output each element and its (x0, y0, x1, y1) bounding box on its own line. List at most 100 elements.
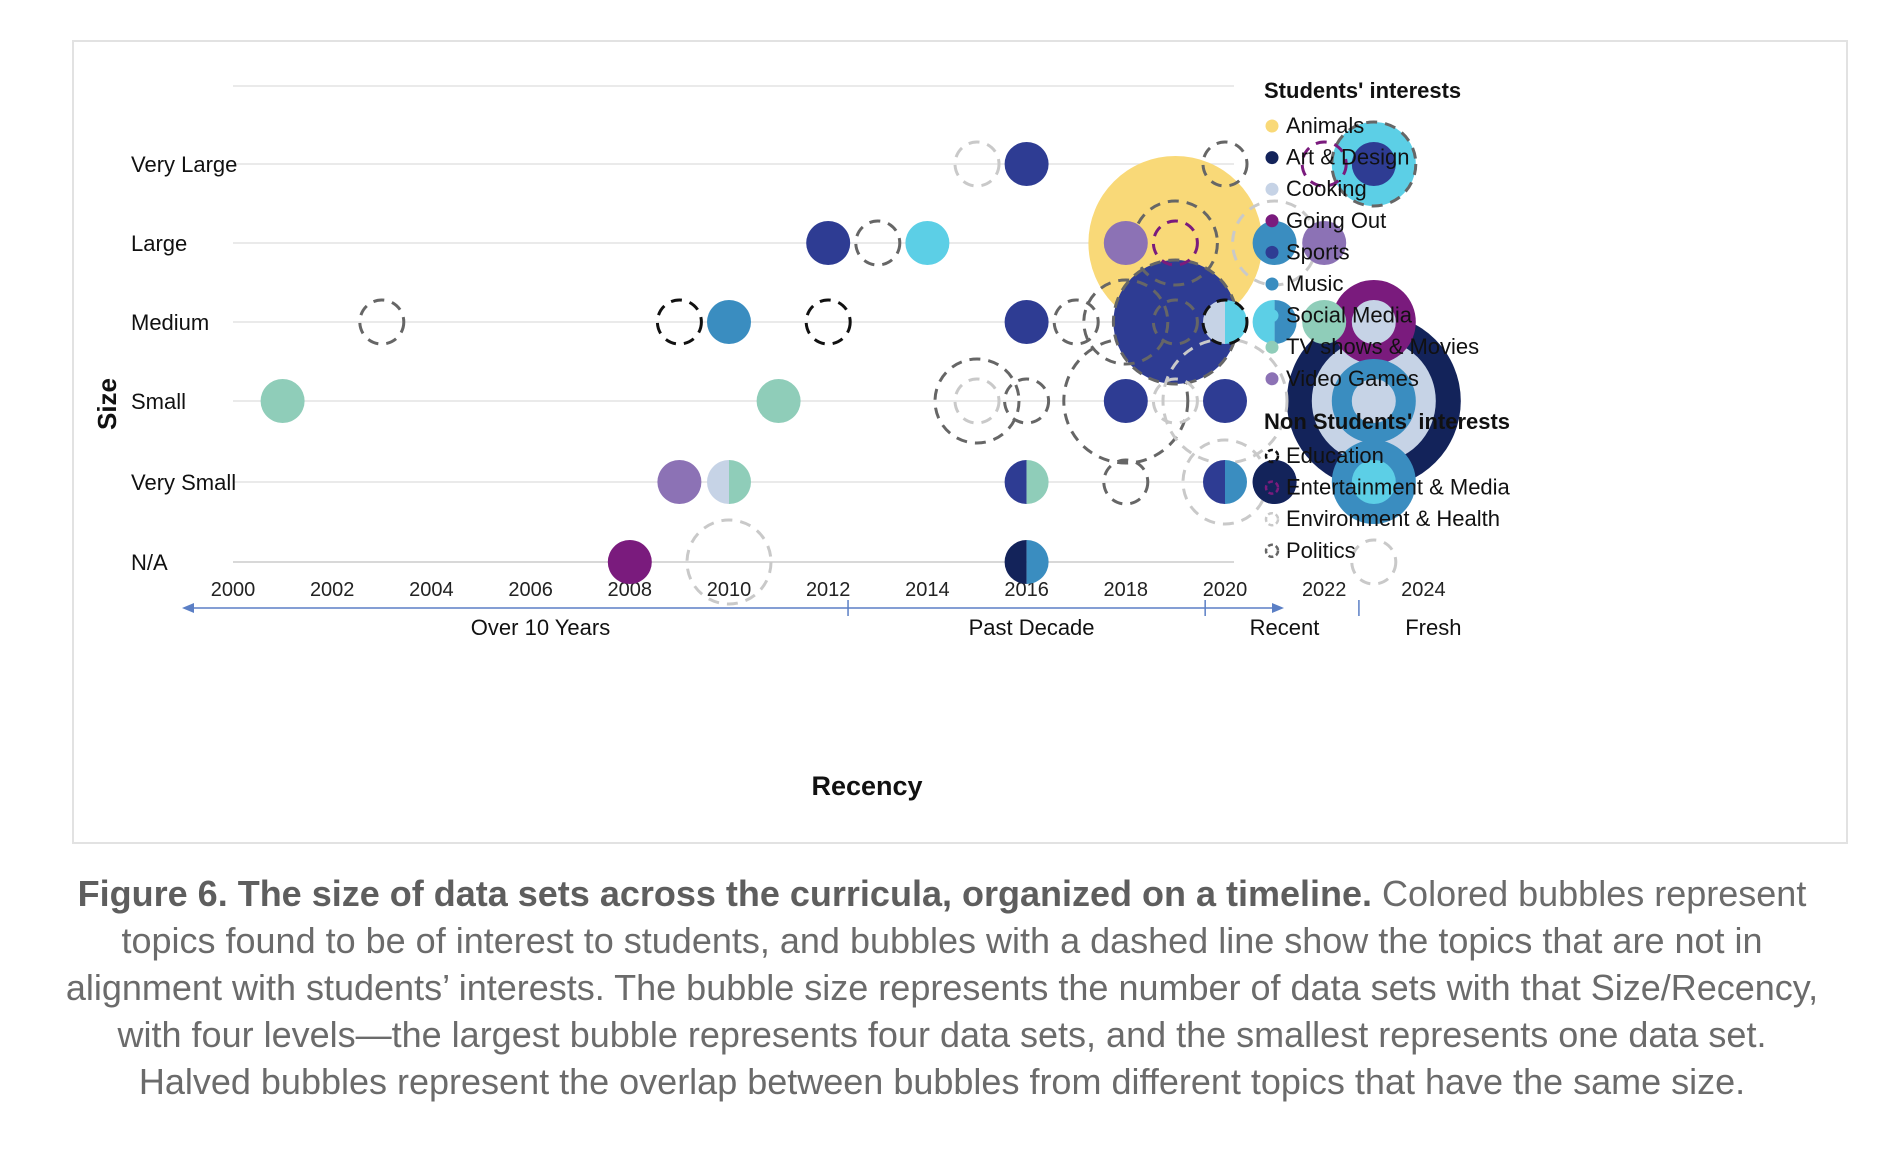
bubble-cooking-tv-shows-movies-2010-very-small-right (729, 460, 751, 504)
x-tick-2018: 2018 (1104, 579, 1149, 601)
legend: Students' interests Animals Art & Design Co… (1264, 78, 1511, 563)
band-over-10-years: Over 10 Years (471, 615, 610, 640)
bubble-sports-music-2020-very-small-left (1203, 460, 1225, 504)
legend-swatch-cooking (1265, 182, 1279, 196)
bubble-music-2021-large (1252, 221, 1297, 265)
bubble-cooking-social-media-2020-medium-right (1225, 300, 1247, 344)
bubble-education-2009-medium (655, 298, 703, 346)
bubble-sports-music-2020-very-small-right (1225, 460, 1247, 504)
recency-arrow-left (182, 603, 194, 613)
bubble-politics-2020-very-large (1201, 140, 1249, 188)
legend-swatch-education (1264, 448, 1280, 464)
legend-swatch-tv-shows-movies (1265, 340, 1279, 354)
bubble-cooking-social-media-2020-medium (1203, 300, 1247, 344)
bubble-cooking-social-media-2020-medium-left (1203, 300, 1225, 344)
x-tick-2014: 2014 (905, 579, 950, 601)
legend-label-entertainment-media: Entertainment & Media (1286, 475, 1511, 500)
bubble-sports-2020-small (1203, 379, 1247, 423)
bubble-tv-shows-movies-2011-small (756, 379, 801, 423)
bubble-social-media-music-2021-medium-right (1274, 300, 1297, 344)
bubble-art-design-2021-very-small (1252, 460, 1297, 504)
legend-label-tv-shows-movies: TV shows & Movies (1286, 334, 1479, 359)
legend-label-education: Education (1286, 443, 1384, 468)
bubble-entertainment-media-2022-very-large (1300, 140, 1348, 188)
legend-label-video-games: Video Games (1286, 366, 1419, 391)
x-tick-2022: 2022 (1302, 579, 1347, 601)
x-tick-labels: 2000 2002 2004 2006 2008 2010 2012 2014 2016 2018… (211, 579, 1446, 601)
y-tick-medium: Medium (131, 310, 209, 335)
legend-swatch-going-out (1265, 214, 1279, 228)
bubble-sports-2019-medium (1113, 260, 1238, 384)
bubble-social-media-2023-very-small (1351, 460, 1396, 504)
legend-swatch-sports (1265, 245, 1279, 259)
bubble-environment-health-2010-n-a (685, 518, 773, 606)
x-tick-2002: 2002 (310, 579, 355, 601)
bubble-environment-health-2023-n-a (1350, 538, 1398, 586)
band-fresh: Fresh (1405, 615, 1461, 640)
bubble-cooking-2023-medium (1351, 300, 1396, 344)
bubble-politics-2019-large (1131, 199, 1219, 287)
bubble-art-design-music-2016-n-a-left (1004, 540, 1027, 584)
x-tick-2010: 2010 (707, 579, 752, 601)
bubble-music-2010-medium (707, 300, 751, 344)
legend-swatch-art-design (1265, 151, 1279, 165)
legend-swatch-social-media (1265, 309, 1279, 323)
bubble-cooking-tv-shows-movies-2010-very-small-left (707, 460, 729, 504)
bubble-politics-2017-medium (1052, 298, 1100, 346)
bubble-sports-2018-small (1103, 379, 1148, 423)
recency-arrow-right (1272, 603, 1284, 613)
legend-swatch-music (1265, 277, 1279, 291)
bubble-politics-2023-very-large (1330, 120, 1418, 208)
x-tick-2000: 2000 (211, 579, 256, 601)
x-tick-2020: 2020 (1203, 579, 1248, 601)
legend-label-environment-health: Environment & Health (1286, 506, 1500, 531)
y-tick-n-a: N/A (131, 550, 168, 575)
bubble-tv-shows-movies-2022-medium (1302, 300, 1347, 344)
bubble-sports-music-2020-very-small (1203, 460, 1247, 504)
bubble-sports-tv-shows-movies-2016-very-small-right (1026, 460, 1049, 504)
band-recent: Recent (1250, 615, 1320, 640)
x-tick-2024: 2024 (1401, 579, 1446, 601)
bubble-art-design-music-2016-n-a-right (1026, 540, 1049, 584)
legend-label-politics: Politics (1286, 538, 1356, 563)
legend-label-cooking: Cooking (1286, 176, 1367, 201)
band-past-decade: Past Decade (969, 615, 1095, 640)
bubble-environment-health-2019-small (1151, 377, 1199, 425)
bubble-education-2020-medium (1201, 298, 1249, 346)
bubble-sports-tv-shows-movies-2016-very-small-left (1004, 460, 1027, 504)
legend-label-music: Music (1286, 271, 1343, 296)
legend-title-students: Students' interests (1264, 78, 1461, 103)
bubble-environment-health-2015-small (953, 377, 1001, 425)
x-tick-2006: 2006 (508, 579, 552, 601)
bubble-politics-2013-large (854, 219, 902, 267)
bubble-sports-2023-very-large (1351, 142, 1396, 186)
bubble-politics-2016-small (1003, 377, 1051, 425)
bubble-politics-2003-medium (358, 298, 406, 346)
bubble-art-design-music-2016-n-a (1004, 540, 1049, 584)
bubble-cooking-2023-small (1351, 379, 1396, 423)
bubble-sports-2016-medium (1004, 300, 1049, 344)
y-tick-very-large: Very Large (131, 152, 237, 177)
bubble-tv-shows-movies-2001-small (260, 379, 305, 423)
bubble-cooking-tv-shows-movies-2010-very-small (707, 460, 751, 504)
legend-label-animals: Animals (1286, 113, 1364, 138)
x-tick-2004: 2004 (409, 579, 454, 601)
caption-text: Colored bubbles represent topics found t… (65, 873, 1819, 1102)
figure-frame: Very Large Large Medium Small Very Small N/A … (72, 40, 1848, 844)
bubble-politics-2018-medium (1082, 278, 1170, 366)
figure-caption: Figure 6. The size of data sets across t… (60, 870, 1824, 1105)
bubble-sports-2012-large (806, 221, 851, 265)
legend-swatch-environment-health (1264, 511, 1280, 527)
y-tick-small: Small (131, 389, 186, 414)
legend-swatch-entertainment-media (1264, 480, 1280, 495)
y-tick-labels: Very Large Large Medium Small Very Small N/A (131, 152, 237, 575)
bubble-video-games-2009-very-small (657, 460, 702, 504)
bubble-politics-2015-small (933, 357, 1021, 445)
bubble-politics-2019-medium (1151, 298, 1199, 346)
bubble-video-games-2022-large (1302, 221, 1347, 265)
legend-label-sports: Sports (1286, 239, 1350, 264)
bubble-environment-health-2015-very-large (953, 140, 1001, 188)
bubbles (260, 120, 1461, 606)
recency-bands: Over 10 Years Past Decade Recent Fresh (182, 600, 1461, 640)
